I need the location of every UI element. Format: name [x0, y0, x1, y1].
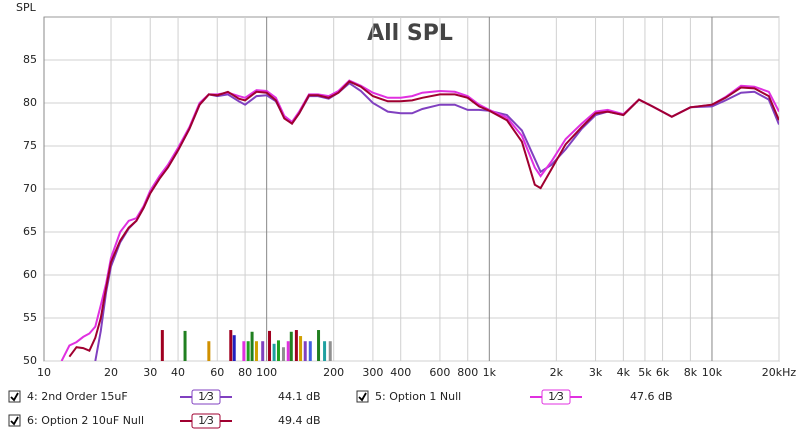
x-tick-label: 8k — [684, 366, 698, 379]
marker-bar — [229, 330, 233, 361]
x-tick-label: 80 — [238, 366, 252, 379]
marker-bar — [268, 330, 272, 361]
x-tick-label: 10k — [702, 366, 723, 379]
y-tick-label: 75 — [23, 139, 37, 152]
plot-clip — [60, 79, 779, 361]
marker-bar — [232, 335, 236, 361]
y-tick-label: 65 — [23, 225, 37, 238]
marker-bar — [272, 343, 276, 361]
x-tick-label: 60 — [210, 366, 224, 379]
marker-bar — [160, 330, 164, 361]
y-axis-label: SPL — [16, 1, 37, 14]
marker-bar — [317, 330, 321, 361]
y-tick-label: 80 — [23, 96, 37, 109]
x-tick-label: 10 — [37, 366, 51, 379]
legend-checkbox[interactable] — [356, 390, 369, 403]
x-tick-label: 2k — [550, 366, 564, 379]
x-tick-label: 5k — [638, 366, 652, 379]
marker-bar — [323, 341, 327, 361]
x-tick-label: 20kHz — [762, 366, 797, 379]
y-tick-label: 50 — [23, 354, 37, 367]
marker-bar — [289, 331, 293, 361]
x-tick-label: 30 — [143, 366, 157, 379]
x-tick-label: 40 — [171, 366, 185, 379]
marker-bar — [254, 341, 258, 361]
x-tick-label: 20 — [104, 366, 118, 379]
y-tick-label: 55 — [23, 311, 37, 324]
legend-checkbox[interactable] — [8, 414, 21, 427]
marker-bar — [281, 347, 285, 361]
x-tick-label: 600 — [429, 366, 450, 379]
y-tick-label: 85 — [23, 53, 37, 66]
legend-label: 6: Option 2 10uF Null — [27, 414, 144, 427]
legend-label: 5: Option 1 Null — [375, 390, 461, 403]
level-label: 44.1 dB — [278, 390, 321, 403]
smoothing-box[interactable] — [541, 389, 571, 405]
checkmark — [358, 392, 367, 402]
legend-checkbox[interactable] — [8, 390, 21, 403]
marker-bar — [261, 341, 265, 361]
smoothing-label: 1⁄3 — [198, 414, 214, 427]
series-line — [60, 79, 779, 361]
marker-bar — [294, 330, 298, 361]
marker-bar — [303, 341, 307, 361]
smoothing-box[interactable] — [191, 413, 221, 429]
x-tick-label: 6k — [656, 366, 670, 379]
checkmark — [10, 392, 19, 402]
x-tick-label: 1k — [483, 366, 497, 379]
level-label: 47.6 dB — [630, 390, 673, 403]
series-line — [68, 80, 779, 358]
marker-bar — [308, 341, 312, 361]
x-tick-label: 400 — [390, 366, 411, 379]
smoothing-label: 1⁄3 — [198, 390, 214, 403]
marker-bar — [207, 341, 211, 361]
x-tick-label: 800 — [457, 366, 478, 379]
x-tick-label: 300 — [362, 366, 383, 379]
legend-label: 4: 2nd Order 15uF — [27, 390, 128, 403]
x-tick-label: 4k — [617, 366, 631, 379]
x-tick-label: 200 — [323, 366, 344, 379]
marker-bar — [183, 330, 187, 361]
x-tick-label: 100 — [256, 366, 277, 379]
checkmark — [10, 416, 19, 426]
marker-bar — [242, 341, 246, 361]
marker-bar — [328, 341, 332, 361]
smoothing-box[interactable] — [191, 389, 221, 405]
marker-bar — [276, 340, 280, 361]
smoothing-label: 1⁄3 — [548, 390, 564, 403]
x-tick-label: 3k — [589, 366, 603, 379]
marker-bar — [286, 341, 290, 361]
level-label: 49.4 dB — [278, 414, 321, 427]
chart-title: All SPL — [367, 21, 453, 46]
marker-bar — [250, 331, 254, 361]
y-tick-label: 70 — [23, 182, 37, 195]
marker-bar — [246, 341, 250, 361]
marker-bar — [299, 336, 303, 361]
y-tick-label: 60 — [23, 268, 37, 281]
